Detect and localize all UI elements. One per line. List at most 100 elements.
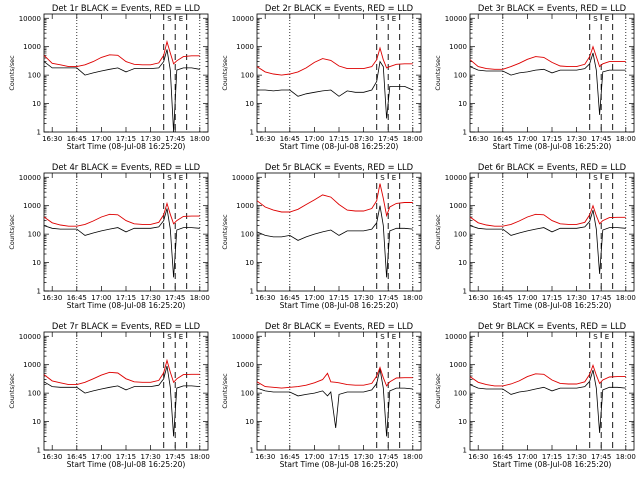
chart-5-xtick-label: 17:45 [591,294,611,302]
chart-3-xtick-label: 16:30 [42,294,62,302]
chart-4-series-lld-line [256,183,413,218]
chart-0-xtick-label: 17:00 [91,135,111,143]
chart-8-ytick-label: 1000 [449,361,467,369]
chart-4-plot-frame [256,172,422,292]
chart-7-xtick-label: 16:45 [280,453,300,461]
chart-1-ytick-label: 1000 [236,43,254,51]
chart-8-title: Det 9r BLACK = Events, RED = LLD [478,321,626,331]
chart-2-xtick-label: 18:00 [616,135,636,143]
chart-2-xlabel: Start Time (08-Jul-08 16:25:20) [493,142,612,151]
chart-7-xtick-label: 17:45 [378,453,398,461]
chart-5-xtick-label: 16:30 [468,294,488,302]
chart-7-ytick-label: 1000 [236,361,254,369]
chart-6-ytick-label: 100 [28,390,41,398]
chart-5-xtick-label: 18:00 [616,294,636,302]
chart-3-series-lld-line [43,201,200,227]
chart-7-ytick-label: 10000 [232,333,254,341]
chart-4-ytick-label: 1 [250,288,254,296]
chart-8-ytick-label: 10000 [445,333,467,341]
chart-5-ytick-label: 1 [463,288,467,296]
chart-8-xtick-label: 16:30 [468,453,488,461]
chart-1-xtick-label: 16:45 [280,135,300,143]
chart-5-ytick-label: 1000 [449,202,467,210]
chart-2-ytick-label: 1 [463,129,467,137]
chart-7-ytick-label: 10 [245,418,254,426]
chart-6-ytick-label: 1 [37,447,41,455]
chart-6-xtick-label: 17:00 [91,453,111,461]
chart-2-title: Det 3r BLACK = Events, RED = LLD [478,3,626,13]
chart-2-xtick-label: 16:30 [468,135,488,143]
chart-5-series-lld-line [469,204,626,227]
chart-5-ylabel: Counts/sec [434,214,442,250]
chart-4-panel: Det 5r BLACK = Events, RED = LLD 1 10 100 10… [221,162,423,310]
chart-6-xlabel: Start Time (08-Jul-08 16:25:20) [67,460,186,469]
chart-1-panel: Det 2r BLACK = Events, RED = LLD 1 10 100 10… [221,3,423,151]
chart-4-ytick-label: 10 [245,259,254,267]
chart-2-xtick-label: 17:15 [542,135,562,143]
chart-3-ytick-label: 100 [28,231,41,239]
chart-8-marker-label: E [605,333,609,341]
chart-8-panel: Det 9r BLACK = Events, RED = LLD 1 10 100 10… [434,321,636,469]
chart-2-marker-label: E [605,15,609,23]
chart-5-marker-label: S [593,174,598,182]
chart-8-ytick-label: 10 [458,418,467,426]
chart-7-marker-label: S [380,333,385,341]
chart-6-xtick-label: 16:30 [42,453,62,461]
chart-0-xtick-label: 18:00 [190,135,210,143]
chart-5-ytick-label: 100 [454,231,467,239]
chart-1-ylabel: Counts/sec [221,55,229,91]
chart-0-xtick-label: 16:30 [42,135,62,143]
chart-5-panel: Det 6r BLACK = Events, RED = LLD 1 10 100 10… [434,162,636,310]
chart-6-xtick-label: 17:15 [116,453,136,461]
chart-1-plot-frame [256,13,422,133]
chart-8-xtick-label: 17:30 [567,453,587,461]
chart-7-plot-frame [256,331,422,451]
chart-0-plot-frame [43,13,209,133]
chart-1-xtick-label: 17:30 [354,135,374,143]
chart-7-series-events-line [256,369,413,437]
chart-3-xtick-label: 17:15 [116,294,136,302]
chart-3-xtick-label: 18:00 [190,294,210,302]
chart-6-title: Det 7r BLACK = Events, RED = LLD [52,321,200,331]
chart-1-xtick-label: 17:15 [329,135,349,143]
chart-6-ytick-label: 1000 [23,361,41,369]
chart-2-marker-label: S [593,15,598,23]
chart-8-series-lld-line [469,363,626,387]
chart-3-title: Det 4r BLACK = Events, RED = LLD [52,162,200,172]
chart-2-ytick-label: 100 [454,72,467,80]
chart-3-marker-label: E [179,174,183,182]
chart-8-ylabel: Counts/sec [434,373,442,409]
chart-4-xtick-label: 16:30 [255,294,275,302]
chart-3-ytick-label: 1 [37,288,41,296]
chart-3-series-events-line [43,208,200,278]
chart-0-ytick-label: 10 [32,100,41,108]
chart-7-title: Det 8r BLACK = Events, RED = LLD [265,321,413,331]
chart-6-plot-frame [43,331,209,451]
chart-5-title: Det 6r BLACK = Events, RED = LLD [478,162,626,172]
chart-5-xtick-label: 17:30 [567,294,587,302]
chart-7-xtick-label: 17:15 [329,453,349,461]
chart-6-xtick-label: 17:45 [165,453,185,461]
chart-2-ytick-label: 1000 [449,43,467,51]
chart-1-xtick-label: 18:00 [403,135,423,143]
chart-0-title: Det 1r BLACK = Events, RED = LLD [52,3,200,13]
chart-3-xtick-label: 16:45 [67,294,87,302]
chart-0-xtick-label: 16:45 [67,135,87,143]
chart-5-ytick-label: 10 [458,259,467,267]
chart-3-xtick-label: 17:45 [165,294,185,302]
chart-6-series-events-line [43,365,200,437]
chart-0-xtick-label: 17:30 [141,135,161,143]
chart-0-xtick-label: 17:45 [165,135,185,143]
chart-2-xtick-label: 17:30 [567,135,587,143]
chart-4-ytick-label: 10000 [232,174,254,182]
chart-0-marker-label: S [167,15,172,23]
chart-0-xlabel: Start Time (08-Jul-08 16:25:20) [67,142,186,151]
chart-2-xtick-label: 16:45 [493,135,513,143]
chart-7-xtick-label: 17:00 [304,453,324,461]
chart-3-panel: Det 4r BLACK = Events, RED = LLD 1 10 100 10… [8,162,210,310]
chart-4-ytick-label: 1000 [236,202,254,210]
chart-1-ytick-label: 10000 [232,15,254,23]
chart-8-ytick-label: 1 [463,447,467,455]
chart-3-xtick-label: 17:30 [141,294,161,302]
